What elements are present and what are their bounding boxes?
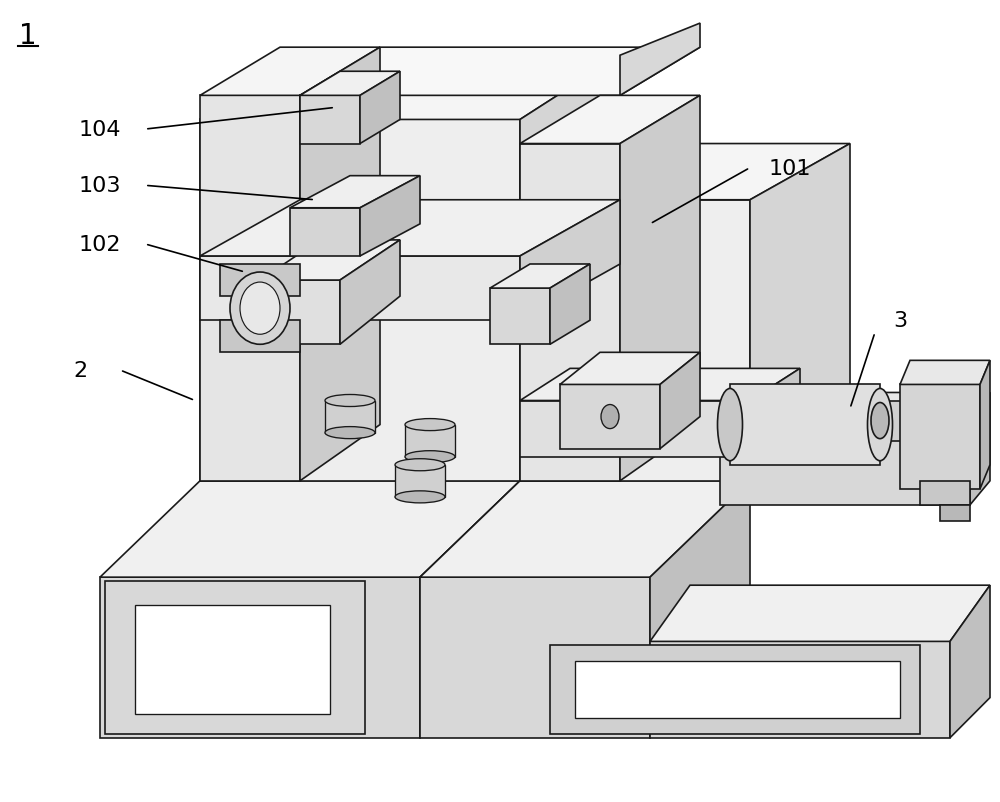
Polygon shape — [200, 48, 380, 96]
Polygon shape — [420, 577, 650, 738]
Polygon shape — [520, 401, 750, 457]
Ellipse shape — [240, 283, 280, 335]
Polygon shape — [980, 361, 990, 489]
Ellipse shape — [405, 419, 455, 431]
Polygon shape — [520, 56, 620, 481]
Ellipse shape — [395, 491, 445, 504]
Polygon shape — [200, 120, 520, 481]
Polygon shape — [420, 481, 520, 738]
Polygon shape — [100, 577, 420, 738]
Polygon shape — [575, 662, 900, 718]
Polygon shape — [660, 353, 700, 449]
Polygon shape — [290, 176, 420, 209]
Polygon shape — [395, 465, 445, 497]
Ellipse shape — [230, 273, 290, 345]
Polygon shape — [650, 585, 990, 642]
Ellipse shape — [325, 395, 375, 407]
Polygon shape — [750, 369, 800, 457]
Text: 104: 104 — [79, 120, 121, 140]
Polygon shape — [900, 385, 980, 489]
Polygon shape — [520, 96, 700, 144]
Polygon shape — [360, 176, 420, 257]
Polygon shape — [550, 265, 590, 345]
Polygon shape — [560, 353, 700, 385]
Polygon shape — [650, 481, 750, 738]
Polygon shape — [200, 200, 620, 257]
Polygon shape — [105, 581, 365, 734]
Polygon shape — [300, 48, 380, 481]
Ellipse shape — [718, 389, 742, 461]
Text: 3: 3 — [893, 311, 907, 330]
Polygon shape — [750, 144, 850, 481]
Polygon shape — [420, 481, 750, 577]
Ellipse shape — [871, 403, 889, 439]
Polygon shape — [720, 393, 990, 417]
Ellipse shape — [405, 451, 455, 463]
Ellipse shape — [868, 389, 893, 461]
Polygon shape — [260, 281, 340, 345]
Polygon shape — [940, 505, 970, 521]
Text: 1: 1 — [19, 22, 37, 50]
Polygon shape — [200, 257, 520, 321]
Polygon shape — [880, 401, 940, 441]
Polygon shape — [520, 200, 750, 481]
Polygon shape — [290, 209, 360, 257]
Polygon shape — [970, 393, 990, 505]
Polygon shape — [920, 481, 970, 505]
Text: 101: 101 — [769, 159, 811, 178]
Polygon shape — [300, 72, 400, 96]
Polygon shape — [220, 265, 300, 297]
Polygon shape — [260, 241, 400, 281]
Polygon shape — [200, 96, 300, 481]
Polygon shape — [405, 425, 455, 457]
Polygon shape — [520, 144, 620, 481]
Polygon shape — [300, 48, 700, 96]
Polygon shape — [520, 369, 800, 401]
Text: 102: 102 — [79, 235, 121, 254]
Ellipse shape — [601, 405, 619, 429]
Polygon shape — [730, 385, 880, 465]
Polygon shape — [950, 585, 990, 738]
Polygon shape — [360, 72, 400, 144]
Polygon shape — [340, 241, 400, 345]
Polygon shape — [620, 24, 700, 96]
Text: 2: 2 — [73, 361, 87, 380]
Polygon shape — [325, 401, 375, 433]
Polygon shape — [550, 646, 920, 734]
Polygon shape — [200, 56, 620, 120]
Polygon shape — [490, 265, 590, 289]
Ellipse shape — [325, 427, 375, 439]
Polygon shape — [300, 96, 360, 144]
Polygon shape — [490, 289, 550, 345]
Polygon shape — [300, 56, 620, 96]
Polygon shape — [560, 385, 660, 449]
Polygon shape — [220, 321, 300, 353]
Polygon shape — [135, 606, 330, 714]
Polygon shape — [900, 361, 990, 385]
Text: 103: 103 — [79, 176, 121, 196]
Polygon shape — [520, 144, 850, 200]
Polygon shape — [520, 200, 620, 321]
Ellipse shape — [395, 459, 445, 471]
Polygon shape — [720, 417, 970, 505]
Polygon shape — [620, 96, 700, 481]
Polygon shape — [100, 481, 520, 577]
Polygon shape — [650, 642, 950, 738]
